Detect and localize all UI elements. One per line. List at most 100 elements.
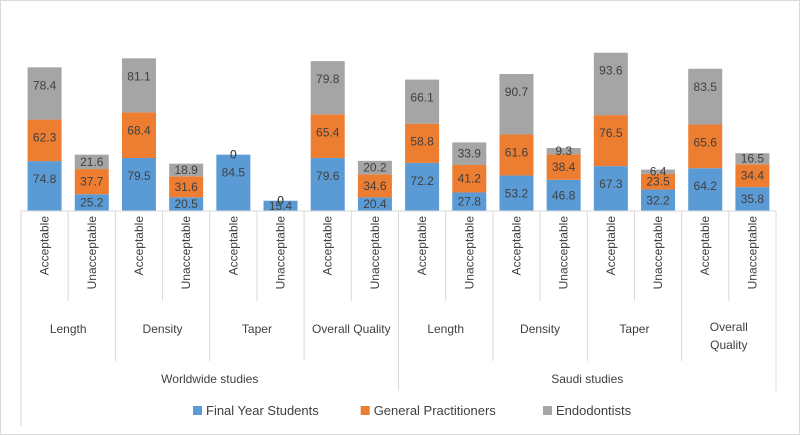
data-label: 32.2: [646, 193, 670, 207]
data-label: 35.8: [741, 192, 765, 206]
category-label: Density: [520, 322, 560, 336]
data-label: 79.6: [316, 169, 340, 183]
data-label: 58.8: [410, 135, 434, 149]
tick-label-unacceptable: Unacceptable: [557, 216, 571, 290]
bar-segment-1-12: [546, 179, 581, 211]
tick-label-acceptable: Acceptable: [132, 216, 146, 276]
group-label: Worldwide studies: [161, 372, 258, 386]
data-label: 67.3: [599, 177, 623, 191]
data-label: 0: [277, 194, 284, 208]
legend-swatch: [193, 406, 202, 415]
bar-segment-3-15: [688, 68, 723, 125]
data-label: 93.6: [599, 64, 623, 78]
tick-label-acceptable: Acceptable: [38, 216, 52, 276]
bar-segment-1-6: [263, 200, 298, 211]
data-label: 0: [277, 194, 284, 208]
data-label: 0: [230, 148, 237, 162]
data-label: 90.7: [505, 85, 529, 99]
category-label: Length: [427, 322, 464, 336]
bar-segment-1-1: [27, 161, 62, 211]
bar-segment-2-16: [735, 164, 770, 188]
category-label: Density: [143, 322, 183, 336]
bar-segment-1-5: [216, 154, 251, 211]
tick-label-acceptable: Acceptable: [415, 216, 429, 276]
data-label: 0: [230, 148, 237, 162]
data-label: 76.5: [599, 126, 623, 140]
data-label: 18.9: [174, 163, 198, 177]
tick-label-acceptable: Acceptable: [509, 216, 523, 276]
bar-segment-3-16: [735, 153, 770, 165]
bar-segment-3-13: [593, 52, 628, 116]
bar-segment-2-4: [169, 176, 204, 198]
bar-segment-2-14: [641, 173, 676, 190]
bar-segment-3-7: [310, 61, 345, 115]
data-label: 79.8: [316, 72, 340, 86]
bar-segment-3-2: [74, 154, 109, 170]
data-label: 66.1: [410, 91, 434, 105]
data-label: 68.4: [127, 123, 151, 137]
data-label: 34.6: [363, 179, 387, 193]
bar-segment-1-16: [735, 187, 770, 211]
data-label: 38.4: [552, 160, 576, 174]
data-label: 6.4: [650, 165, 667, 179]
legend-label: General Practitioners: [374, 403, 497, 418]
data-label: 53.2: [505, 186, 529, 200]
tick-label-unacceptable: Unacceptable: [462, 216, 476, 290]
bar-segment-3-3: [121, 58, 156, 113]
data-label: 81.1: [127, 69, 151, 83]
tick-label-unacceptable: Unacceptable: [85, 216, 99, 290]
data-label: 21.6: [80, 155, 104, 169]
data-label: 15.4: [269, 199, 293, 213]
bar-segment-2-15: [688, 124, 723, 169]
bar-segment-1-15: [688, 168, 723, 211]
data-label: 20.4: [363, 197, 387, 211]
legend-swatch: [543, 406, 552, 415]
bar-segment-1-4: [169, 197, 204, 211]
group-label: Saudi studies: [551, 372, 623, 386]
data-label: 61.6: [505, 145, 529, 159]
tick-label-acceptable: Acceptable: [698, 216, 712, 276]
data-label: 41.2: [458, 172, 482, 186]
data-label: 83.5: [694, 80, 718, 94]
data-label: 31.6: [174, 180, 198, 194]
bar-segment-2-9: [405, 123, 440, 163]
bar-segment-1-8: [357, 197, 392, 211]
tick-label-unacceptable: Unacceptable: [651, 216, 665, 290]
tick-label-unacceptable: Unacceptable: [745, 216, 759, 290]
data-label: 74.8: [33, 172, 57, 186]
data-label: 9.3: [555, 144, 572, 158]
bar-segment-1-14: [641, 189, 676, 211]
bar-segment-3-8: [357, 160, 392, 175]
data-label: 72.2: [410, 174, 434, 188]
bar-segment-1-3: [121, 157, 156, 211]
category-label: Taper: [242, 322, 272, 336]
legend-label: Final Year Students: [206, 403, 319, 418]
bar-segment-2-12: [546, 154, 581, 180]
category-label: Quality: [710, 338, 747, 352]
data-label: 46.8: [552, 188, 576, 202]
bar-segment-3-1: [27, 67, 62, 120]
category-label: Length: [50, 322, 87, 336]
data-label: 23.5: [646, 175, 670, 189]
bar-segment-2-1: [27, 119, 62, 162]
bar-segment-2-10: [452, 164, 487, 193]
data-label: 25.2: [80, 196, 104, 210]
data-label: 20.2: [363, 161, 387, 175]
bar-segment-2-2: [74, 169, 109, 195]
bar-segment-1-7: [310, 157, 345, 211]
category-label: Overall: [710, 320, 748, 334]
data-label: 37.7: [80, 175, 104, 189]
data-label: 62.3: [33, 131, 57, 145]
category-label: Taper: [619, 322, 649, 336]
data-label: 20.5: [174, 197, 198, 211]
bar-segment-2-3: [121, 112, 156, 158]
tick-label-acceptable: Acceptable: [604, 216, 618, 276]
bar-segment-3-10: [452, 142, 487, 165]
legend-label: Endodontists: [556, 403, 632, 418]
data-label: 33.9: [458, 147, 482, 161]
data-label: 27.8: [458, 195, 482, 209]
data-label: 78.4: [33, 78, 57, 92]
bar-segment-1-2: [74, 194, 109, 211]
